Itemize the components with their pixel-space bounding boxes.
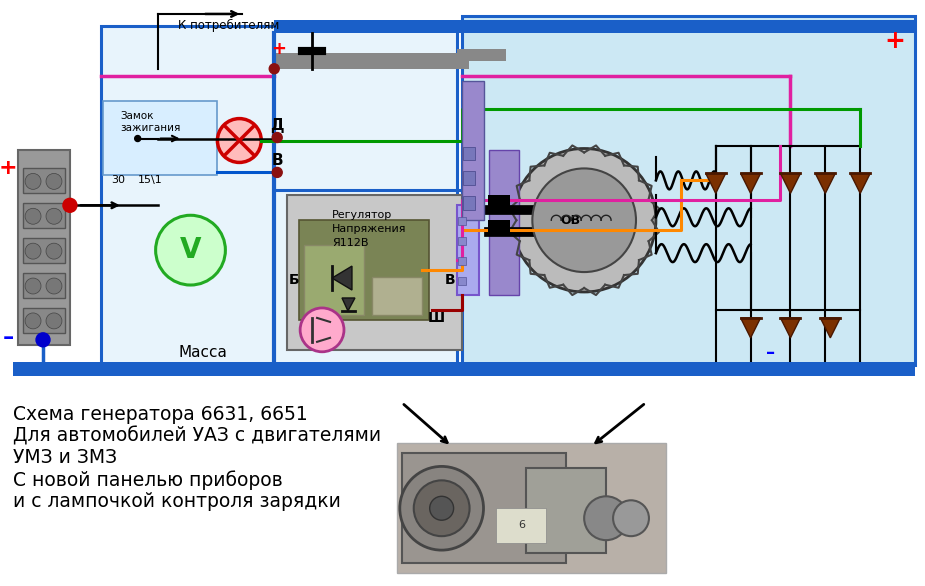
Bar [488,220,511,235]
Bar [372,277,422,315]
Circle shape [25,278,41,294]
Bar [13,362,915,376]
Text: УМЗ и ЗМЗ: УМЗ и ЗМЗ [13,448,117,468]
Circle shape [217,118,261,162]
Text: В: В [444,273,455,287]
Text: Д: Д [270,118,284,133]
Bar [458,277,465,285]
Bar [299,220,428,320]
Text: Для автомобилей УАЗ с двигателями: Для автомобилей УАЗ с двигателями [13,427,381,446]
Text: ОВ: ОВ [561,214,580,227]
Polygon shape [342,298,355,311]
Circle shape [585,496,628,540]
Circle shape [613,500,649,536]
Bar [397,444,666,573]
Circle shape [512,148,656,292]
Bar [489,151,519,295]
Polygon shape [332,266,352,290]
Circle shape [46,243,62,259]
Bar [462,172,475,185]
Text: –: – [3,328,14,348]
Text: 6: 6 [518,520,524,530]
Circle shape [400,466,484,550]
Polygon shape [820,318,840,338]
Bar [23,308,65,333]
Text: +: + [271,40,286,58]
Bar [462,146,475,161]
Circle shape [272,132,282,142]
Circle shape [533,168,636,272]
Bar [23,168,65,193]
Text: и с лампочкой контроля зарядки: и с лампочкой контроля зарядки [13,492,341,512]
Circle shape [25,208,41,224]
Bar [488,195,511,210]
Polygon shape [741,173,760,193]
Bar [23,203,65,228]
Text: Б: Б [289,273,300,287]
Text: Масса: Масса [178,345,227,360]
Circle shape [46,173,62,189]
Bar [462,196,475,210]
Bar [101,26,457,364]
Text: –: – [766,344,775,362]
Bar [23,273,65,298]
Bar [497,508,547,543]
Text: Регулятор
Напряжения
Я112В: Регулятор Напряжения Я112В [332,210,406,248]
Bar [458,257,465,265]
Bar [23,238,65,263]
Text: +: + [0,158,18,178]
Circle shape [135,135,141,141]
Text: В: В [271,153,283,168]
Bar [457,205,478,295]
Polygon shape [741,318,760,338]
Polygon shape [781,318,800,338]
Bar [462,16,915,364]
Circle shape [300,308,344,352]
Circle shape [46,278,62,294]
Text: +: + [884,29,906,53]
Circle shape [25,173,41,189]
Bar [274,20,915,33]
Bar [304,245,364,315]
Circle shape [25,313,41,329]
Bar [103,101,217,175]
Circle shape [155,215,226,285]
Bar [526,468,606,553]
Circle shape [413,481,470,536]
Text: Схема генератора 6631, 6651: Схема генератора 6631, 6651 [13,404,308,424]
Text: 15\1: 15\1 [138,175,163,185]
Bar [274,53,469,69]
Circle shape [269,64,279,74]
Bar [458,237,465,245]
Polygon shape [850,173,870,193]
Bar [18,151,70,345]
Polygon shape [781,173,800,193]
Circle shape [430,496,453,520]
Text: Ш: Ш [428,311,445,325]
Polygon shape [815,173,835,193]
Text: Замок
зажигания: Замок зажигания [121,111,181,133]
Circle shape [46,208,62,224]
Circle shape [272,168,282,178]
Text: К потребителям: К потребителям [178,19,279,32]
Text: 30: 30 [111,175,125,185]
Bar [458,217,465,225]
Bar [462,81,484,220]
Circle shape [36,333,50,347]
Bar [287,195,462,350]
Circle shape [46,313,62,329]
Bar [457,49,506,61]
Circle shape [25,243,41,259]
Text: С новой панелью приборов: С новой панелью приборов [13,471,283,490]
Circle shape [63,198,77,212]
Text: V: V [179,236,202,264]
Polygon shape [706,173,726,193]
Bar [401,454,566,563]
